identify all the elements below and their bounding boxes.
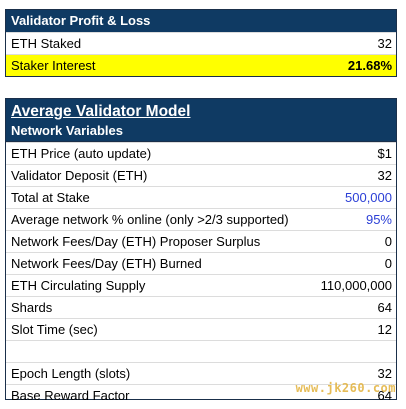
total-at-stake-row[interactable]: Total at Stake 500,000 (6, 186, 396, 208)
eth-staked-value[interactable]: 32 (377, 36, 392, 51)
empty-row (6, 340, 396, 362)
eth-price-label: ETH Price (auto update) (11, 146, 152, 161)
shards-value[interactable]: 64 (377, 300, 392, 315)
network-variables-subtitle: Network Variables (6, 122, 396, 142)
network-online-value[interactable]: 95% (365, 212, 392, 227)
base-reward-factor-label: Base Reward Factor (11, 388, 130, 403)
slot-time-label: Slot Time (sec) (11, 322, 98, 337)
staker-interest-label: Staker Interest (11, 58, 96, 73)
shards-row[interactable]: Shards 64 (6, 296, 396, 318)
fees-burned-label: Network Fees/Day (ETH) Burned (11, 256, 202, 271)
validator-deposit-row[interactable]: Validator Deposit (ETH) 32 (6, 164, 396, 186)
fees-burned-row[interactable]: Network Fees/Day (ETH) Burned 0 (6, 252, 396, 274)
profit-loss-title: Validator Profit & Loss (6, 10, 396, 32)
validator-model-table: Average Validator Model Network Variable… (5, 98, 397, 403)
total-at-stake-value[interactable]: 500,000 (345, 190, 392, 205)
shards-label: Shards (11, 300, 53, 315)
fees-proposer-value[interactable]: 0 (384, 234, 392, 249)
validator-deposit-label: Validator Deposit (ETH) (11, 168, 148, 183)
fees-burned-value[interactable]: 0 (384, 256, 392, 271)
network-online-row[interactable]: Average network % online (only >2/3 supp… (6, 208, 396, 230)
eth-staked-label: ETH Staked (11, 36, 82, 51)
epoch-length-label: Epoch Length (slots) (11, 366, 131, 381)
staker-interest-value[interactable]: 21.68% (347, 58, 392, 73)
slot-time-value[interactable]: 12 (377, 322, 392, 337)
base-reward-factor-value[interactable]: 64 (377, 388, 392, 403)
fees-proposer-label: Network Fees/Day (ETH) Proposer Surplus (11, 234, 261, 249)
circulating-supply-row[interactable]: ETH Circulating Supply 110,000,000 (6, 274, 396, 296)
model-title: Average Validator Model (6, 99, 396, 122)
circulating-supply-label: ETH Circulating Supply (11, 278, 146, 293)
network-online-label: Average network % online (only >2/3 supp… (11, 212, 289, 227)
slot-time-row[interactable]: Slot Time (sec) 12 (6, 318, 396, 340)
circulating-supply-value[interactable]: 110,000,000 (320, 278, 392, 293)
staker-interest-row[interactable]: Staker Interest 21.68% (6, 54, 396, 76)
eth-price-row[interactable]: ETH Price (auto update) $1 (6, 142, 396, 164)
watermark: www.jk260.com (295, 381, 396, 395)
epoch-length-row[interactable]: Epoch Length (slots) 32 (6, 362, 396, 384)
profit-loss-table: Validator Profit & Loss ETH Staked 32 St… (5, 9, 397, 77)
eth-price-value[interactable]: $1 (377, 146, 392, 161)
total-at-stake-label: Total at Stake (11, 190, 90, 205)
fees-proposer-row[interactable]: Network Fees/Day (ETH) Proposer Surplus … (6, 230, 396, 252)
base-reward-factor-row[interactable]: Base Reward Factor 64 (6, 384, 396, 406)
validator-deposit-value[interactable]: 32 (377, 168, 392, 183)
eth-staked-row[interactable]: ETH Staked 32 (6, 32, 396, 54)
epoch-length-value[interactable]: 32 (377, 366, 392, 381)
